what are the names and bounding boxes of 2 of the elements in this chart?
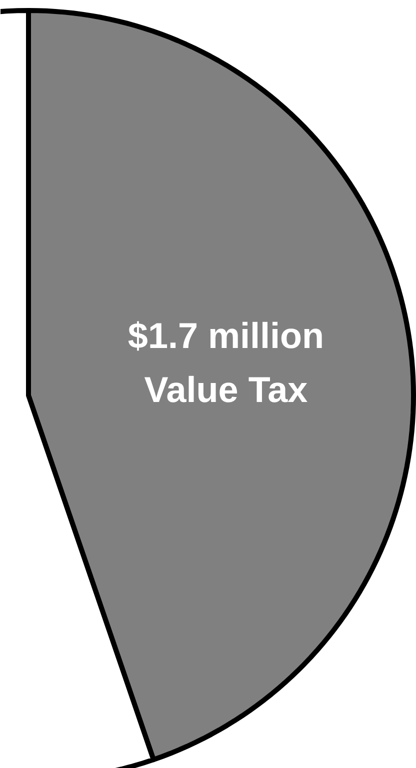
data-label: $1.7 million (128, 315, 324, 356)
slice-label: Value Tax (144, 369, 308, 410)
